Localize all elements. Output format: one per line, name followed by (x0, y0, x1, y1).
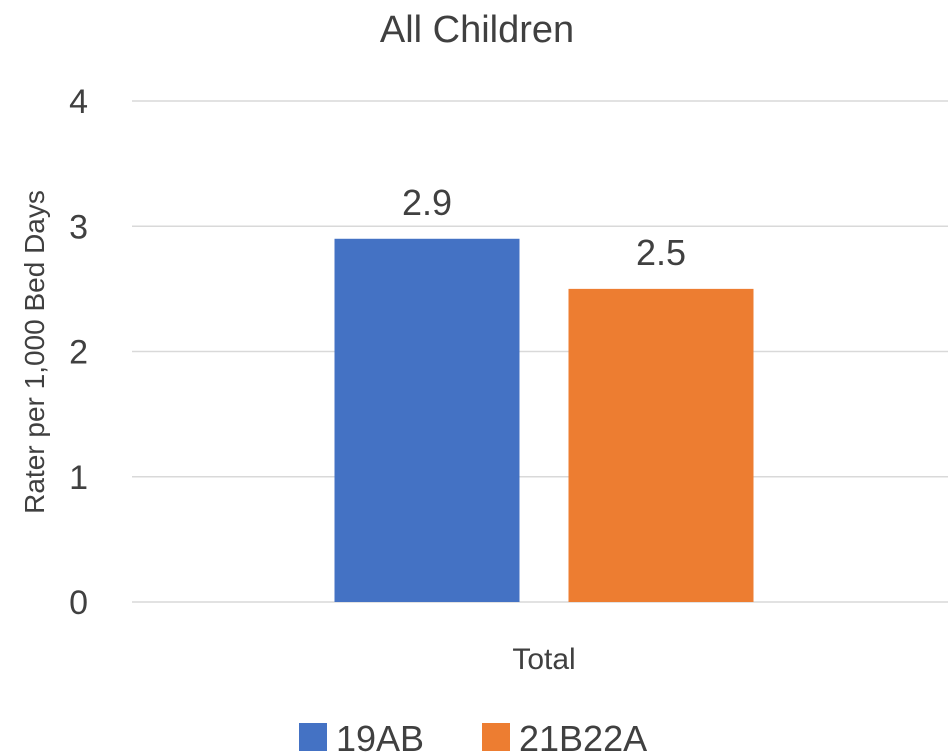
data-label-21b22a: 2.5 (636, 232, 686, 273)
bar-19ab (334, 238, 520, 602)
legend-label-21b22a: 21B22A (519, 718, 647, 755)
legend-swatch-21b22a (482, 723, 510, 751)
category-label-total: Total (512, 643, 575, 676)
y-tick-label-2: 2 (69, 334, 88, 372)
bars (334, 238, 754, 602)
gridlines (132, 100, 948, 603)
y-tick-label-4: 4 (69, 83, 88, 121)
y-tick-label-1: 1 (69, 459, 88, 497)
y-axis-ticks: 0 1 2 3 4 (69, 83, 88, 622)
y-axis-title: Rater per 1,000 Bed Days (19, 190, 50, 514)
y-tick-label-0: 0 (69, 584, 88, 622)
y-tick-label-3: 3 (69, 208, 88, 246)
bar-21b22a (568, 288, 754, 602)
chart-title: All Children (380, 9, 574, 51)
legend: 19AB 21B22A (299, 718, 647, 755)
data-label-19ab: 2.9 (402, 182, 452, 223)
legend-label-19ab: 19AB (336, 718, 424, 755)
data-labels: 2.9 2.5 (402, 182, 686, 273)
legend-swatch-19ab (299, 723, 327, 751)
